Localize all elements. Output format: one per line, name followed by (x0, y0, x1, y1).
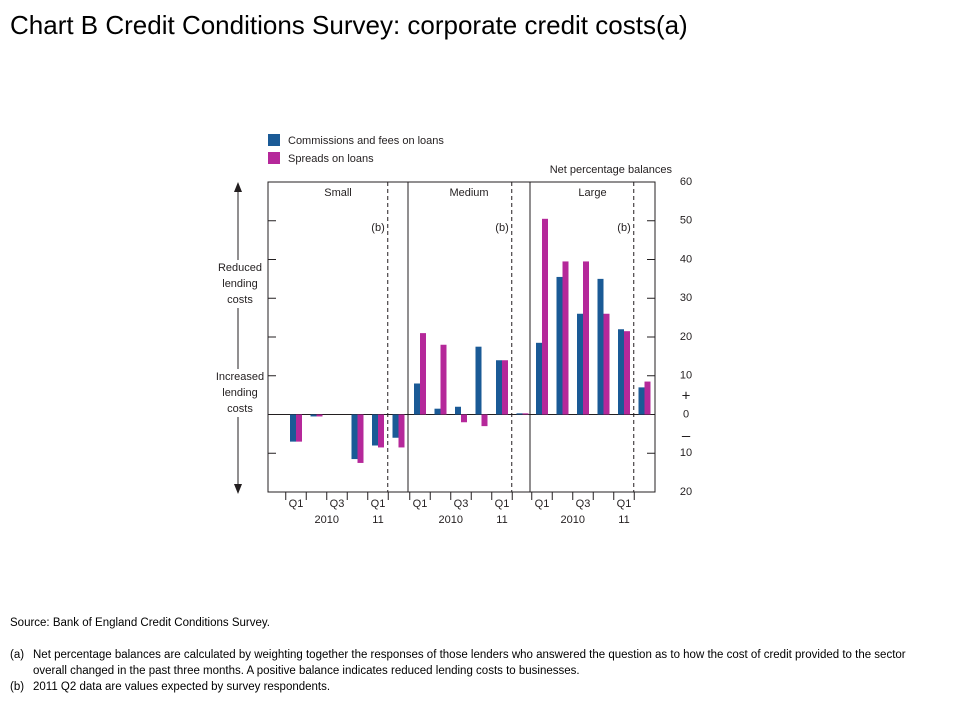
x-tick-label: Q1 (535, 498, 550, 510)
x-tick-label: Q1 (413, 498, 428, 510)
bar (290, 414, 296, 442)
y-tick-label: 30 (680, 292, 692, 304)
bar (434, 408, 441, 415)
bar (496, 360, 502, 415)
bar (475, 346, 482, 415)
y-axis-label: Net percentage balances (550, 164, 673, 176)
y-tick-label: 60 (680, 176, 692, 188)
bar (461, 414, 467, 423)
note: (b) 2011 Q2 data are values expected by s… (10, 679, 940, 695)
y-tick-label: 20 (680, 331, 692, 343)
note: Source: Bank of England Credit Condition… (10, 615, 940, 631)
label-bg (212, 260, 266, 308)
bar (392, 414, 399, 438)
legend-label: Spreads on loans (288, 153, 374, 165)
side-note: lending (222, 387, 257, 399)
note: (a) Net percentage balances are calculate… (10, 647, 940, 679)
x-tick-label: Q3 (454, 498, 469, 510)
y-tick-label: 10 (680, 447, 692, 459)
panel-label: Medium (449, 187, 488, 199)
bar (455, 406, 461, 415)
x-tick-label: Q1 (289, 498, 304, 510)
year-label: 11 (372, 514, 383, 526)
bar (536, 342, 542, 415)
side-note: Increased (216, 371, 264, 383)
bar (398, 414, 405, 448)
bar (542, 218, 548, 415)
bar (378, 414, 384, 448)
chart-title: Chart B Credit Conditions Survey: corpor… (10, 10, 688, 40)
panel-label: Large (578, 187, 606, 199)
bar (502, 360, 508, 415)
bar (351, 414, 358, 460)
x-tick-label: Q1 (371, 498, 386, 510)
plot-frame (267, 181, 656, 493)
year-label: 2010 (315, 514, 339, 526)
bar (556, 276, 563, 415)
expected-marker: (b) (617, 222, 630, 234)
y-tick-label: 10 (680, 370, 692, 382)
bar (310, 414, 317, 417)
bar (414, 383, 420, 415)
side-note: lending (222, 278, 257, 290)
bar (583, 261, 589, 415)
side-note: Reduced (218, 262, 262, 274)
bar (296, 414, 302, 442)
expected-marker: (b) (371, 222, 384, 234)
bar (624, 331, 630, 415)
x-tick-label: Q1 (495, 498, 510, 510)
bar (577, 313, 583, 415)
bar (522, 413, 529, 415)
x-tick-label: Q1 (617, 498, 632, 510)
expected-marker: (b) (495, 222, 508, 234)
x-tick-label: Q3 (576, 498, 591, 510)
bar (644, 381, 651, 415)
note-marker: (b) (10, 681, 25, 693)
bar (481, 414, 488, 427)
x-tick-label: Q3 (330, 498, 345, 510)
bar (372, 414, 378, 446)
y-tick-label: 20 (680, 486, 692, 498)
y-tick-label: 40 (680, 253, 692, 265)
arrowhead (234, 484, 242, 494)
side-note: costs (227, 294, 253, 306)
note-text: Net percentage balances are calculated b… (33, 649, 906, 677)
label-bg (212, 369, 266, 417)
bar (357, 414, 364, 463)
legend-swatch (268, 152, 280, 164)
y-tick-label: 50 (680, 215, 692, 227)
note-text: Source: Bank of England Credit Condition… (10, 617, 270, 629)
bar (562, 261, 569, 415)
bar (597, 278, 604, 415)
bar (638, 387, 645, 415)
note-marker: (a) (10, 649, 25, 661)
bar (420, 333, 426, 415)
sign-label: + (682, 387, 691, 404)
bar (603, 313, 610, 415)
arrowhead (234, 182, 242, 192)
year-label: 2010 (439, 514, 463, 526)
legend-swatch (268, 134, 280, 146)
sign-label: – (682, 427, 691, 444)
year-label: 11 (496, 514, 507, 526)
legend-label: Commissions and fees on loans (288, 135, 444, 147)
panel-label: Small (324, 187, 352, 199)
bar (516, 413, 523, 415)
year-label: 11 (618, 514, 629, 526)
y-tick-label: 0 (683, 408, 689, 420)
bar (618, 329, 624, 415)
year-label: 2010 (561, 514, 585, 526)
note-text: 2011 Q2 data are values expected by surv… (33, 681, 331, 693)
side-note: costs (227, 403, 253, 415)
bar (440, 344, 447, 415)
bar (316, 414, 323, 417)
notes: Source: Bank of England Credit Condition… (10, 615, 940, 695)
